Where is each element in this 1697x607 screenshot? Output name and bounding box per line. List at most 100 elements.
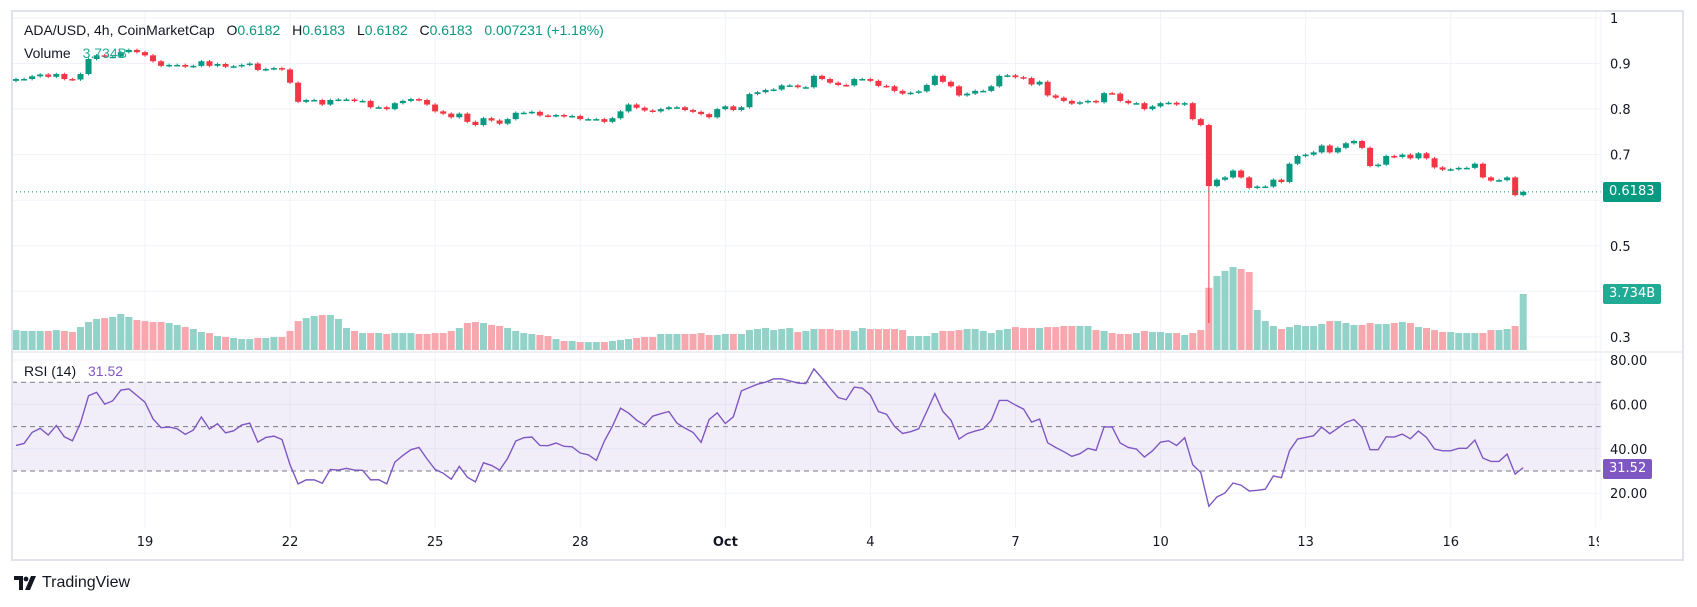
volume-bar: [471, 321, 479, 350]
volume-bar: [633, 338, 641, 350]
candle-body: [649, 110, 656, 112]
candle-body: [254, 63, 261, 70]
volume-bar: [995, 330, 1003, 350]
volume-bar: [608, 341, 616, 350]
volume-bar: [214, 336, 221, 350]
candle-body: [770, 89, 777, 92]
symbol-legend[interactable]: ADA/USD, 4h, CoinMarketCap O0.6182 H0.61…: [24, 22, 604, 38]
volume-bar: [1342, 323, 1350, 350]
rsi-tick-label: 60.00: [1610, 398, 1647, 413]
volume-bar: [1455, 333, 1463, 350]
candle-body: [1479, 163, 1486, 178]
volume-bar: [20, 330, 28, 350]
candle-body: [625, 104, 632, 112]
volume-bar: [649, 336, 657, 350]
volume-bar: [28, 330, 36, 350]
volume-bar: [399, 333, 407, 350]
volume-bar: [383, 333, 391, 350]
candle-body: [1359, 140, 1366, 148]
volume-bar: [512, 330, 520, 350]
candle-body: [915, 91, 922, 93]
candle-body: [947, 81, 954, 87]
volume-bar: [1020, 327, 1027, 350]
rsi-axis[interactable]: 80.00 60.00 40.00 20.00: [1610, 354, 1647, 502]
candle-body: [899, 90, 906, 94]
volume-bar: [1519, 293, 1527, 350]
candle-body: [1028, 78, 1035, 85]
candle-body: [117, 52, 124, 57]
candle-body: [528, 111, 535, 114]
volume-bar: [641, 336, 649, 350]
candle-body: [1020, 77, 1027, 79]
candle-body: [722, 106, 729, 110]
volume-bar: [544, 336, 552, 350]
candle-body: [681, 107, 688, 111]
volume-bar: [149, 321, 157, 350]
volume-bar: [93, 318, 101, 350]
candle-body: [464, 113, 471, 122]
time-tick-label: Oct: [713, 535, 738, 550]
candle-body: [520, 112, 527, 115]
rsi-legend[interactable]: RSI (14) 31.52: [24, 363, 123, 379]
candle-body: [1262, 186, 1269, 189]
candle-body: [754, 92, 761, 95]
candle-body: [504, 119, 511, 124]
volume-bar: [254, 338, 262, 350]
volume-bar: [1229, 267, 1237, 350]
volume-legend[interactable]: Volume 3.734B: [24, 45, 127, 61]
price-tick-label: 0.7: [1610, 149, 1631, 164]
symbol-title: ADA/USD, 4h, CoinMarketCap: [24, 22, 215, 38]
candle-body: [1447, 169, 1454, 171]
candle-body: [609, 118, 616, 122]
candle-body: [561, 115, 568, 117]
tradingview-logo[interactable]: TradingView: [14, 574, 130, 592]
change-percent: (+1.18%): [546, 22, 604, 38]
candle-body: [1487, 177, 1494, 181]
candle-body: [1149, 106, 1156, 110]
volume-bar: [1245, 272, 1253, 350]
candle-body: [230, 66, 237, 68]
volume-bar: [1028, 327, 1036, 350]
time-axis[interactable]: 19 22 25 28 Oct 4 7 10 13 16 19: [137, 535, 1604, 550]
volume-bar: [310, 315, 318, 350]
volume-bar: [947, 330, 955, 350]
candle-body: [287, 69, 294, 83]
candle-body: [448, 113, 455, 118]
volume-bar: [899, 330, 907, 350]
candle-body: [1213, 179, 1220, 187]
candle-body: [1504, 177, 1511, 181]
candle-body: [480, 118, 487, 126]
candle-body: [1197, 119, 1204, 126]
volume-bar: [334, 318, 342, 350]
candle-body: [53, 74, 60, 77]
volume-bar: [713, 335, 721, 350]
candle-body: [359, 100, 366, 103]
candle-body: [1415, 153, 1422, 159]
candle-body: [246, 63, 253, 66]
candle-body: [859, 79, 866, 81]
candle-body: [1173, 102, 1180, 105]
price-axis[interactable]: 1 0.9 0.8 0.7 0.5 0.3: [1610, 12, 1631, 346]
candle-body: [1101, 93, 1108, 103]
candle-body: [343, 99, 350, 102]
volume-bar: [794, 332, 802, 350]
volume-bar: [294, 321, 302, 350]
volume-bar: [705, 335, 713, 350]
candle-body: [996, 75, 1003, 87]
volume-bar: [1221, 270, 1229, 350]
volume-bar: [1318, 324, 1326, 350]
rsi-label: RSI (14): [24, 363, 77, 379]
volume-bar: [1060, 326, 1068, 350]
last-price-tag: 0.6183: [1603, 182, 1661, 202]
candle-body: [77, 74, 84, 80]
grid-lines: [12, 11, 1601, 528]
volume-bar: [455, 327, 463, 350]
candle-body: [311, 99, 318, 102]
candle-body: [319, 99, 326, 105]
candle-body: [262, 69, 269, 71]
candle-body: [432, 104, 439, 112]
volume-bar: [60, 330, 68, 350]
rsi-line: [15, 367, 1524, 508]
rsi-value: 31.52: [88, 363, 124, 379]
